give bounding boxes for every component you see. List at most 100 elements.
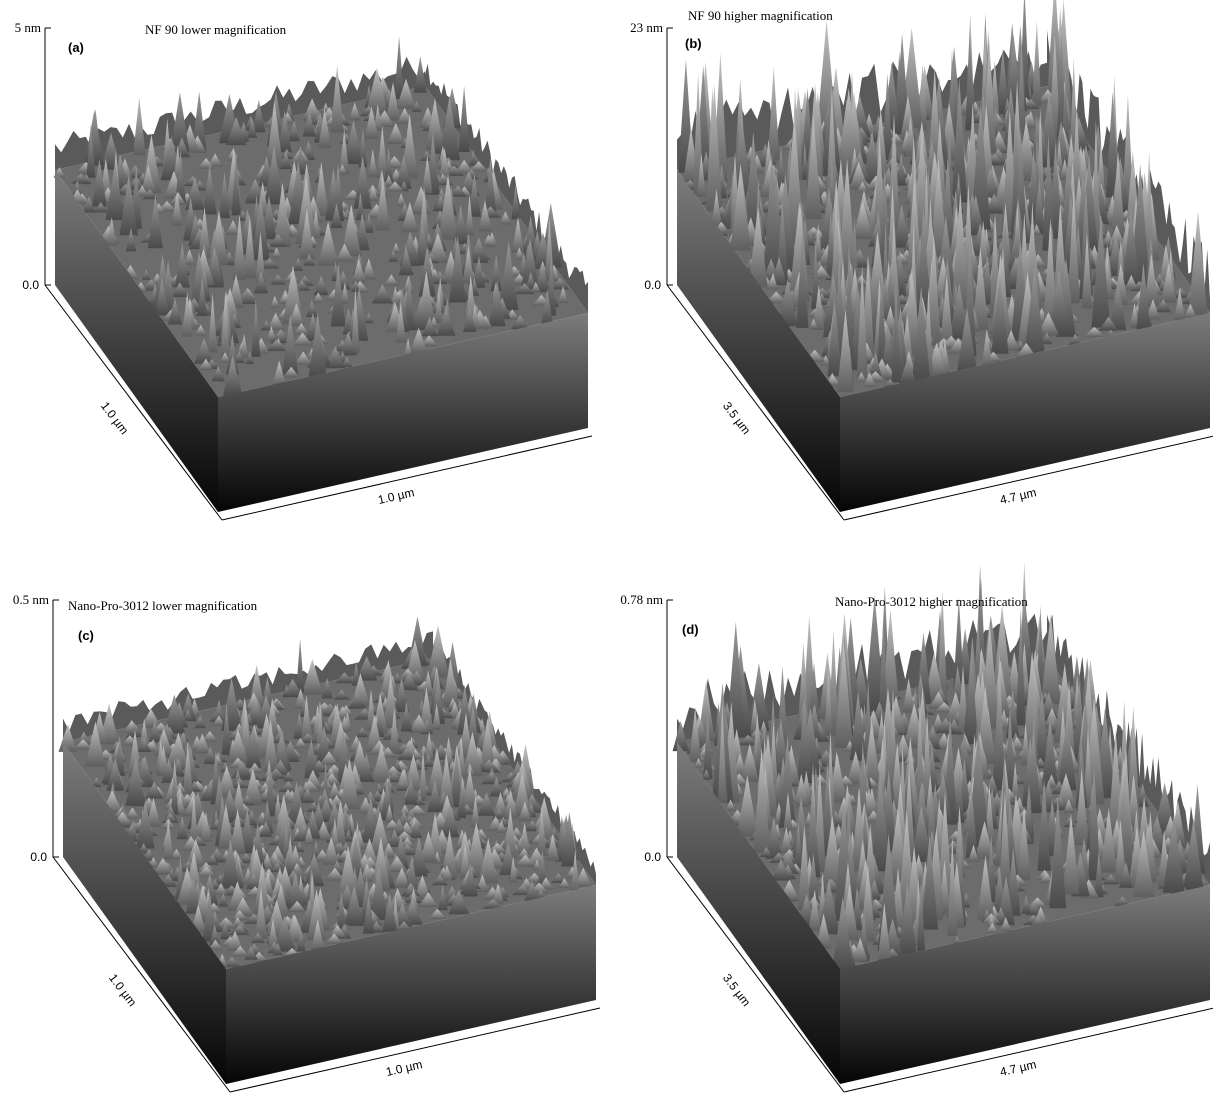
surface-spike <box>136 737 152 752</box>
surface-spike <box>917 878 926 952</box>
surface-spike <box>395 768 411 790</box>
surface-spike <box>339 129 350 175</box>
surface-spike <box>382 893 398 932</box>
surface-spike <box>800 142 809 180</box>
surface-spike <box>1067 187 1080 304</box>
surface-spike <box>887 113 901 234</box>
surface-spike <box>448 889 470 915</box>
surface-spike <box>1022 98 1040 109</box>
surface-spike <box>898 883 917 955</box>
surface-spike <box>364 106 379 139</box>
surface-spike <box>404 777 418 805</box>
surface-spike <box>341 356 353 368</box>
surface-spike <box>490 254 502 292</box>
surface-spike <box>541 289 554 326</box>
surface-spike <box>863 129 881 184</box>
surface-spike <box>303 826 314 844</box>
surface-spike <box>337 164 347 175</box>
surface-spike <box>972 247 989 331</box>
surface-spike <box>244 946 258 960</box>
surface-spike <box>385 181 405 192</box>
surface-spike <box>295 175 317 244</box>
surface-spike <box>323 836 340 865</box>
surface-spike <box>404 338 413 358</box>
surface-spike <box>514 247 525 260</box>
surface-spike <box>271 247 282 258</box>
surface-spike <box>341 803 351 813</box>
surface-spike <box>282 684 291 697</box>
surface-spike <box>1106 91 1120 198</box>
surface-spike <box>1063 799 1074 813</box>
surface-spike <box>294 351 312 365</box>
surface-spike <box>537 803 547 856</box>
surface-spike <box>994 907 1008 924</box>
front-face-left <box>677 742 840 1084</box>
surface-spike <box>985 923 1000 934</box>
surface-spike <box>432 703 442 730</box>
surface-spike <box>194 324 207 336</box>
surface-spike <box>1021 650 1043 762</box>
surface-spike <box>251 194 270 261</box>
width-axis-label: 4.7 µm <box>999 485 1038 507</box>
surface-spike <box>862 372 876 387</box>
surface-spike <box>183 249 196 265</box>
surface-spike <box>395 301 407 343</box>
surface-spike <box>878 166 892 280</box>
surface-spike <box>1048 270 1070 336</box>
surface-spike <box>770 256 788 286</box>
surface-spike <box>285 873 306 910</box>
surface-spike <box>214 882 228 895</box>
surface-spike <box>706 84 723 212</box>
surface-spike <box>824 668 833 736</box>
surface-spike <box>415 218 430 266</box>
surface-spike <box>200 812 212 842</box>
surface-spike <box>211 366 225 382</box>
surface-spike <box>413 56 427 93</box>
surface-spike <box>231 910 248 921</box>
surface-spike <box>125 807 140 819</box>
surface-spike <box>469 237 489 263</box>
surface-spike <box>825 88 838 210</box>
surface-spike <box>316 725 332 762</box>
surface-spike <box>797 642 810 731</box>
surface-spike <box>393 831 416 842</box>
surface-spike <box>940 274 954 347</box>
surface-spike <box>401 202 419 233</box>
z-bottom-label: 0.0 <box>30 850 47 864</box>
surface-spike <box>797 696 812 783</box>
surface-spike <box>496 820 507 833</box>
surface-spike <box>385 804 394 823</box>
surface-spike <box>85 721 106 767</box>
surface-spike <box>409 327 428 354</box>
surface-spike <box>171 191 183 226</box>
surface-spike <box>375 175 390 231</box>
surface-spike <box>1109 279 1127 331</box>
surface-spike <box>335 672 354 684</box>
surface-spike <box>1133 830 1155 898</box>
surface-spike <box>967 844 980 862</box>
surface-spike <box>247 118 258 138</box>
surface-spike <box>194 715 206 729</box>
width-axis <box>843 435 1213 521</box>
surface-spike <box>422 155 433 194</box>
surface-spike <box>796 229 809 328</box>
surface-spike <box>371 836 391 892</box>
surface-spike <box>780 826 792 853</box>
surface-spike <box>482 234 495 247</box>
surface-spike <box>404 753 423 791</box>
surface-spike <box>849 161 869 190</box>
surface-spike <box>1119 862 1133 888</box>
surface-spike <box>254 886 268 939</box>
surface-spike <box>313 275 329 296</box>
surface-spike <box>135 185 149 196</box>
front-face-left <box>63 742 226 1084</box>
surface-spike <box>504 789 518 819</box>
panel-title: Nano-Pro-3012 lower magnification <box>68 598 258 613</box>
surface-spike <box>229 924 250 936</box>
surface-spike <box>439 147 451 180</box>
surface-spike <box>467 173 481 217</box>
surface-spike <box>535 889 547 900</box>
surface-spike <box>324 768 338 778</box>
surface-spike <box>404 855 420 896</box>
surface-spike <box>891 279 901 383</box>
